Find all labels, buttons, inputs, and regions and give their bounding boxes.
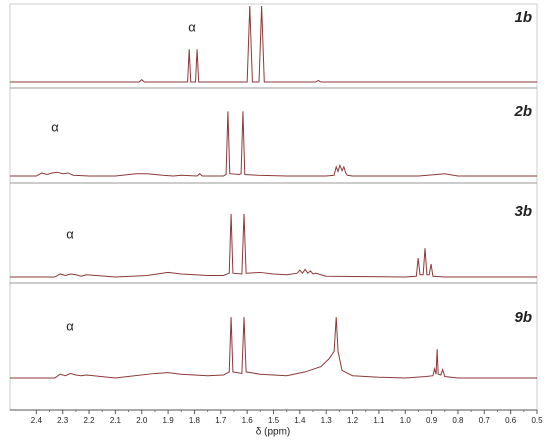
x-tick-label: 2.3: [57, 416, 69, 425]
x-tick-label: 1.4: [294, 416, 306, 425]
alpha-annotation: α: [66, 318, 74, 333]
alpha-annotation: α: [66, 226, 74, 241]
spectrum-name: 1b: [514, 9, 532, 26]
x-axis-label: δ (ppm): [256, 427, 290, 438]
spectrum-line: [10, 317, 537, 379]
x-tick-label: 1.9: [163, 416, 175, 425]
x-tick-label: 2.4: [31, 416, 43, 425]
x-tick-label: 2.2: [83, 416, 95, 425]
x-tick-label: 0.5: [531, 416, 543, 425]
x-tick-label: 1.6: [242, 416, 254, 425]
spectrum-line: [10, 6, 537, 83]
spectrum-name: 9b: [514, 309, 532, 326]
x-tick-label: 0.8: [452, 416, 464, 425]
x-tick-label: 0.9: [426, 416, 438, 425]
x-tick-label: 1.2: [347, 416, 359, 425]
alpha-annotation: α: [188, 19, 196, 34]
frame: [9, 3, 538, 411]
x-tick-label: 1.7: [215, 416, 227, 425]
x-tick-label: 0.7: [479, 416, 491, 425]
alpha-annotation: α: [51, 119, 59, 134]
x-tick-label: 2.0: [136, 416, 148, 425]
x-tick-label: 1.0: [400, 416, 412, 425]
x-tick-label: 1.3: [321, 416, 333, 425]
spectrum-line: [10, 111, 537, 177]
spectrum-name: 3b: [514, 203, 532, 220]
x-tick-label: 1.8: [189, 416, 201, 425]
x-tick-label: 1.5: [268, 416, 280, 425]
spectrum-line: [10, 213, 537, 278]
x-tick-label: 2.1: [110, 416, 122, 425]
x-tick-label: 1.1: [373, 416, 385, 425]
x-tick-label: 0.6: [505, 416, 517, 425]
spectrum-name: 2b: [513, 103, 532, 120]
